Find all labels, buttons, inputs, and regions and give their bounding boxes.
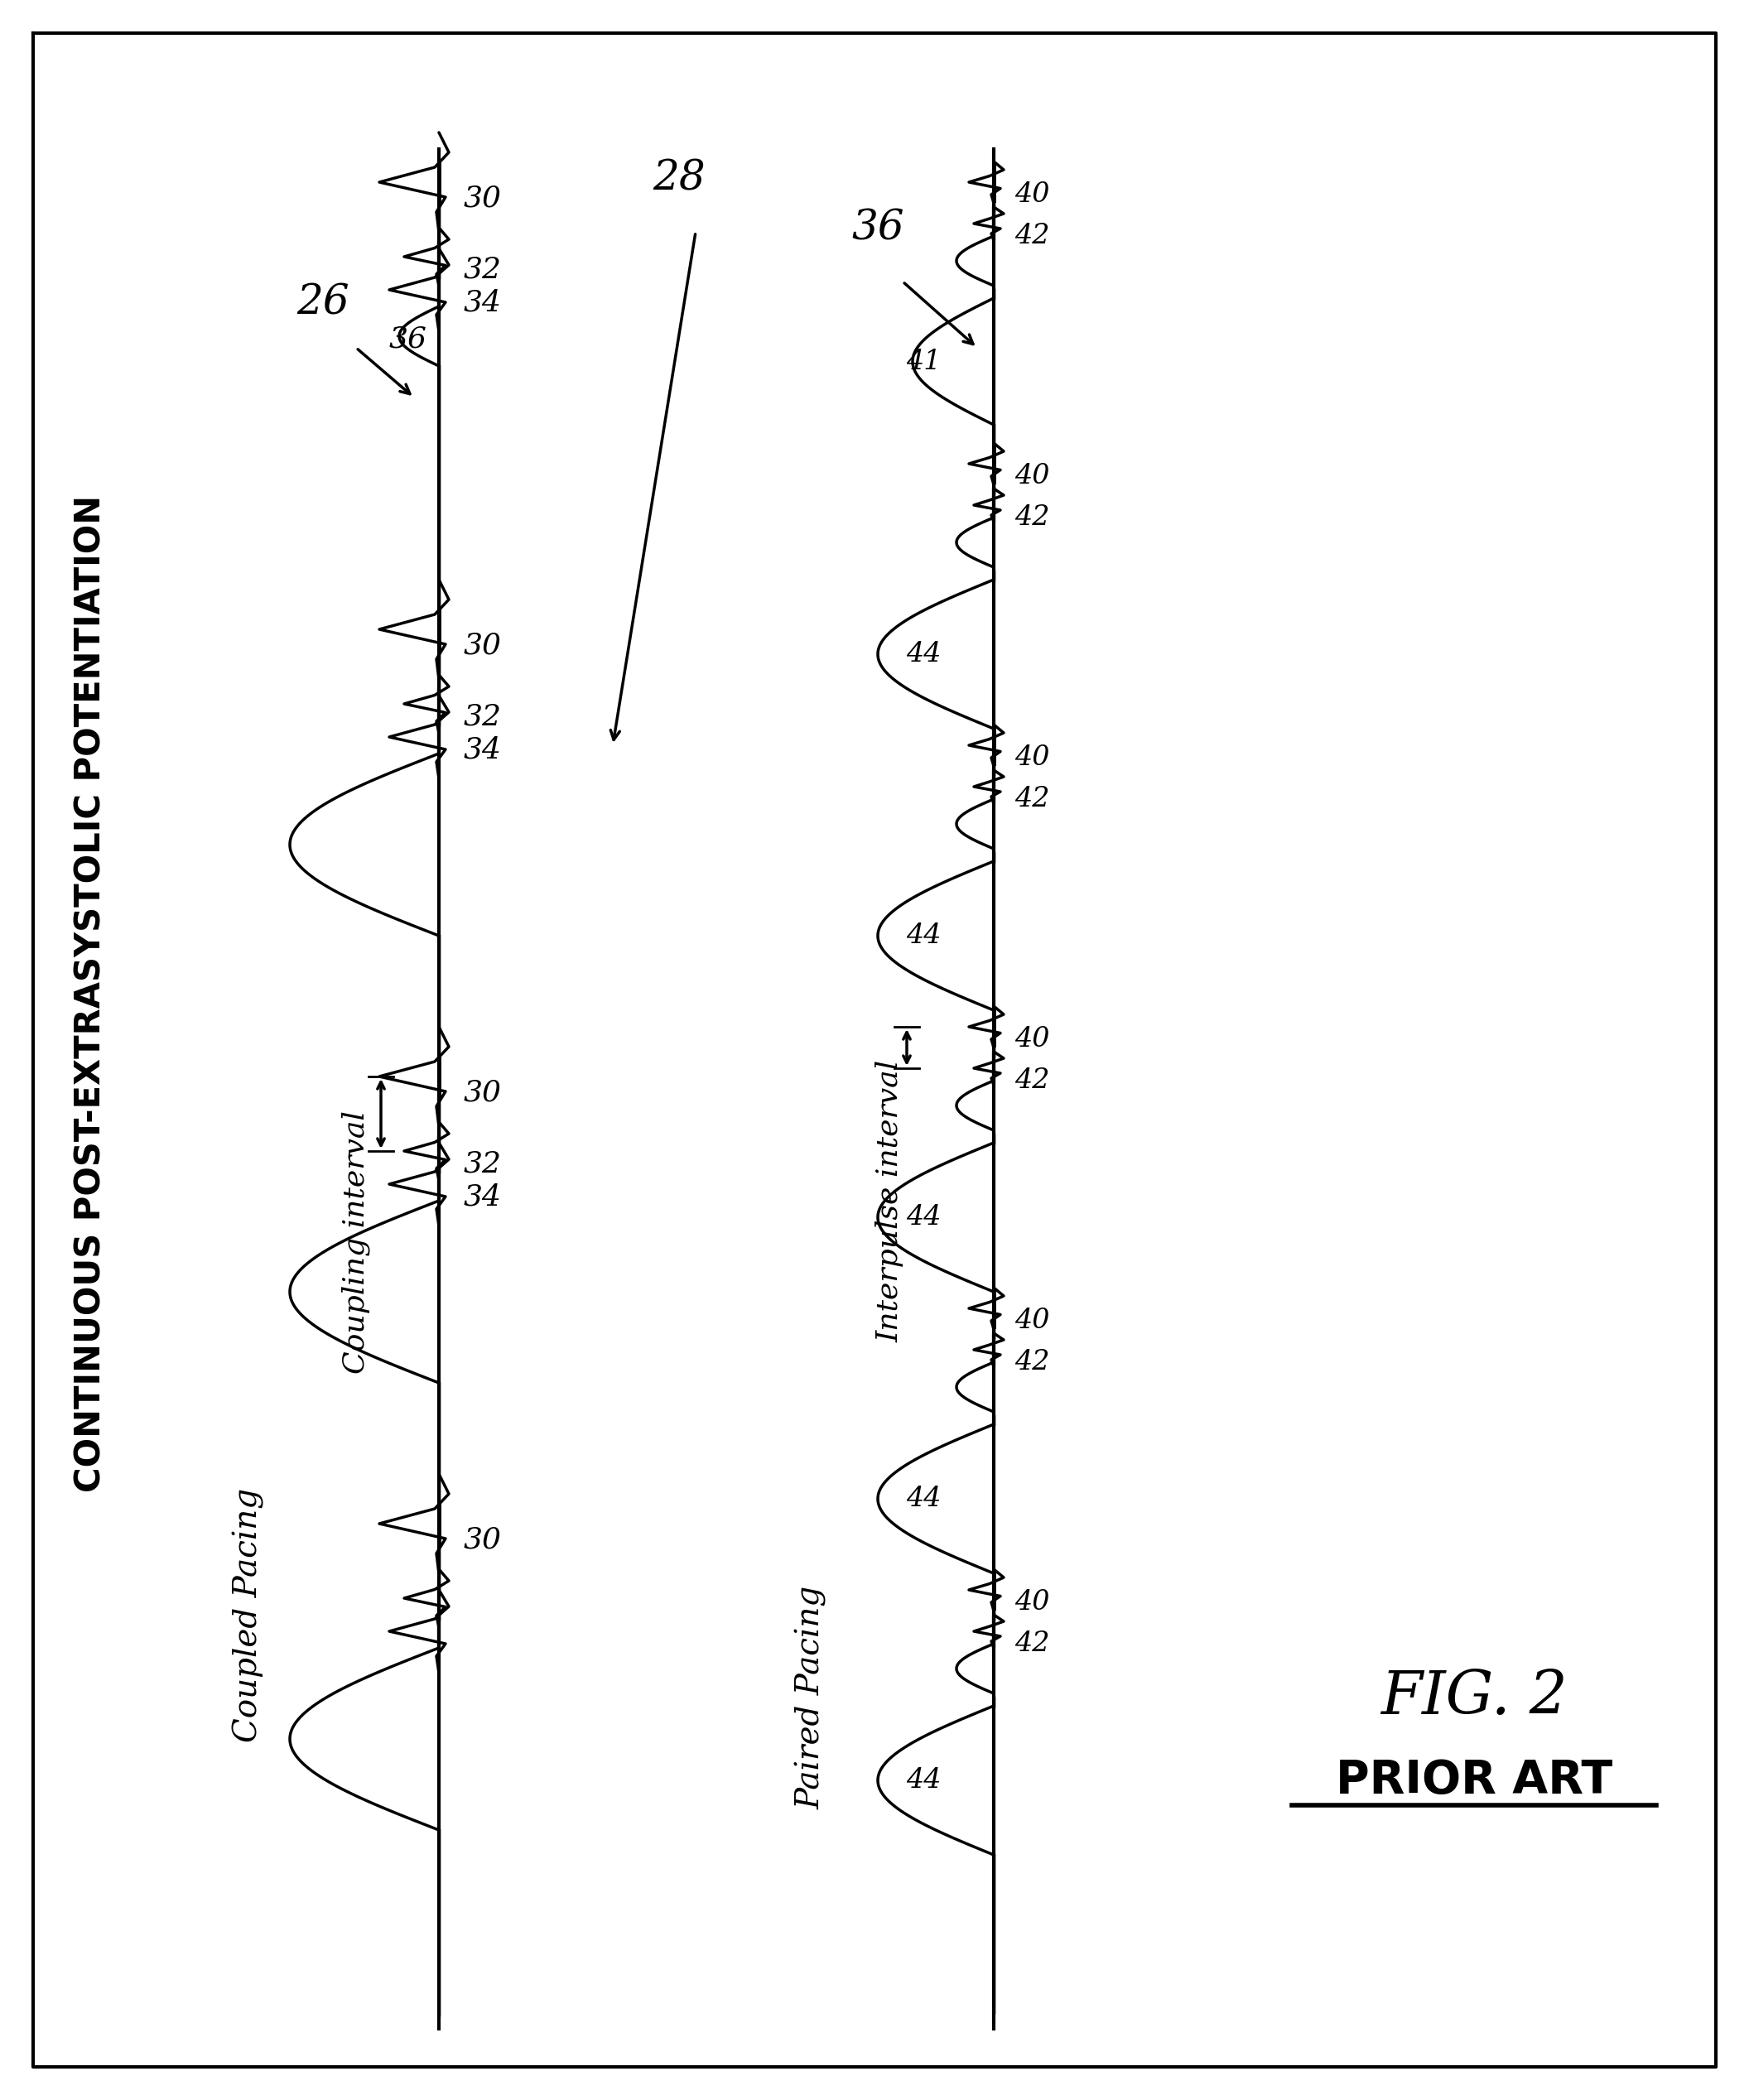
Text: 32: 32 [463, 701, 502, 731]
Text: Interpulse interval: Interpulse interval [876, 1060, 904, 1342]
Text: Paired Pacing: Paired Pacing [796, 1586, 827, 1810]
Text: 42: 42 [1014, 504, 1049, 531]
Text: 44: 44 [906, 1203, 941, 1231]
Text: 36: 36 [852, 208, 904, 250]
Text: 34: 34 [463, 1182, 502, 1210]
Text: 32: 32 [463, 1149, 502, 1178]
Text: 41: 41 [906, 349, 941, 374]
Text: 30: 30 [463, 185, 502, 212]
Text: PRIOR ART: PRIOR ART [1336, 1758, 1613, 1802]
Text: 30: 30 [463, 1527, 502, 1554]
Text: Coupling interval: Coupling interval [341, 1111, 371, 1373]
Text: 40: 40 [1014, 181, 1049, 208]
Text: 28: 28 [652, 160, 705, 199]
Text: 42: 42 [1014, 1348, 1049, 1376]
Text: 30: 30 [463, 1079, 502, 1107]
Text: 42: 42 [1014, 223, 1049, 250]
Text: 40: 40 [1014, 743, 1049, 771]
Text: FIG. 2: FIG. 2 [1380, 1667, 1567, 1726]
Text: Coupled Pacing: Coupled Pacing [233, 1487, 264, 1741]
Text: 26: 26 [297, 284, 350, 323]
Text: 40: 40 [1014, 462, 1049, 489]
Text: 40: 40 [1014, 1590, 1049, 1615]
Text: 36: 36 [390, 325, 427, 353]
Text: 44: 44 [906, 640, 941, 668]
Text: 42: 42 [1014, 1067, 1049, 1094]
Text: 40: 40 [1014, 1308, 1049, 1333]
Text: CONTINUOUS POST-EXTRASYSTOLIC POTENTIATION: CONTINUOUS POST-EXTRASYSTOLIC POTENTIATI… [73, 496, 108, 1493]
Text: 30: 30 [463, 632, 502, 659]
Text: 42: 42 [1014, 1630, 1049, 1657]
Text: 40: 40 [1014, 1027, 1049, 1052]
Text: 34: 34 [463, 288, 502, 317]
Text: 44: 44 [906, 1766, 941, 1793]
Text: 42: 42 [1014, 785, 1049, 813]
Text: 32: 32 [463, 254, 502, 284]
Text: 44: 44 [906, 922, 941, 949]
Text: 34: 34 [463, 735, 502, 764]
Text: 44: 44 [906, 1485, 941, 1512]
